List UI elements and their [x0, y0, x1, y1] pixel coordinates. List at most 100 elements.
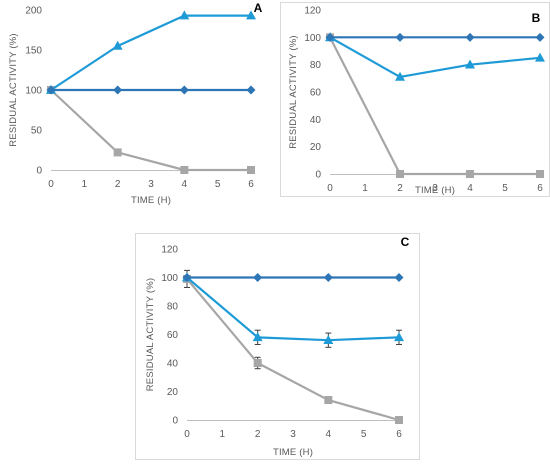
y-tick-label: 120 [304, 6, 321, 17]
data-point-diamond [253, 273, 263, 282]
series-diamond [46, 85, 256, 95]
y-tick-label: 100 [304, 33, 321, 44]
y-tick-label: 40 [167, 359, 179, 370]
y-tick-label: 0 [315, 170, 321, 181]
series-triangle [325, 32, 545, 81]
y-tick-label: 100 [25, 86, 42, 97]
series-square [47, 86, 255, 174]
data-point-diamond [465, 32, 475, 42]
x-tick-label: 0 [327, 183, 333, 194]
panel-a: 0 1 2 3 4 5 6 0 50 100 150 200 TIME (H) RESIDUAL ACTI… [8, 1, 263, 206]
y-tick-label: 80 [310, 60, 322, 71]
y-tick-label: 60 [310, 88, 322, 99]
y-tick-label: 0 [172, 416, 178, 427]
x-tick-label: 2 [255, 429, 261, 440]
x-tick-label: 6 [537, 183, 543, 194]
panel-label: B [532, 11, 541, 25]
data-point-diamond [395, 32, 405, 42]
x-tick-label: 0 [48, 179, 54, 190]
data-point-square [395, 416, 403, 424]
data-point-square [247, 166, 255, 174]
x-tick-label: 0 [184, 429, 190, 440]
y-tick-label: 20 [310, 142, 322, 153]
data-point-diamond [394, 273, 404, 282]
series-diamond [182, 273, 404, 282]
series-triangle [182, 272, 404, 348]
x-tick-label: 1 [220, 429, 226, 440]
y-axis-title: RESIDUAL ACTIVITY (%) [145, 278, 156, 391]
x-axis-title: TIME (H) [415, 185, 455, 196]
x-tick-label: 4 [182, 179, 188, 190]
y-tick-label: 120 [161, 245, 178, 256]
y-tick-label: 150 [25, 46, 42, 57]
y-tick-label: 200 [25, 6, 42, 17]
series-triangle-line [329, 36, 541, 79]
x-tick-label: 4 [326, 429, 332, 440]
x-tick-label: 2 [397, 183, 403, 194]
data-point-square [253, 359, 262, 367]
x-tick-label: 2 [115, 179, 121, 190]
data-point-triangle [535, 52, 545, 62]
data-point-diamond [113, 85, 123, 95]
x-tick-label: 3 [148, 179, 154, 190]
panel-frame [135, 233, 420, 460]
y-tick-label: 60 [167, 330, 179, 341]
data-point-triangle [179, 10, 190, 20]
data-point-diamond [246, 85, 256, 95]
y-axis-title: RESIDUAL ACTIVITY (%) [288, 35, 299, 148]
data-point-triangle [246, 10, 256, 20]
y-tick-label: 80 [167, 302, 179, 313]
data-point-triangle [465, 59, 475, 69]
data-point-square [396, 170, 404, 178]
x-tick-label: 1 [362, 183, 368, 194]
y-tick-label: 40 [310, 115, 322, 126]
x-tick-label: 3 [290, 429, 296, 440]
data-point-diamond [323, 273, 333, 282]
data-point-diamond [46, 85, 56, 95]
data-point-triangle [323, 335, 334, 344]
series-triangle-line [186, 276, 400, 342]
x-tick-label: 3 [432, 183, 438, 194]
data-point-triangle [252, 332, 263, 342]
series-triangle-line [50, 14, 251, 91]
data-point-triangle [112, 40, 123, 50]
x-tick-label: 1 [82, 179, 88, 190]
panel-label: A [254, 1, 263, 15]
series-square-line [50, 89, 251, 172]
data-point-triangle [395, 71, 405, 81]
data-point-square [536, 170, 544, 178]
x-tick-label: 4 [467, 183, 473, 194]
x-tick-label: 6 [396, 429, 402, 440]
data-point-triangle [394, 332, 404, 342]
panel-frame [280, 2, 550, 197]
panel-label: C [401, 235, 410, 249]
series-square [183, 269, 403, 424]
y-tick-label: 100 [161, 273, 178, 284]
y-tick-label: 20 [167, 387, 179, 398]
x-axis-title: TIME (H) [131, 195, 171, 206]
series-square-line [329, 36, 540, 176]
data-point-square [113, 148, 122, 157]
data-point-diamond [182, 273, 192, 282]
y-axis-title: RESIDUAL ACTIVITY (%) [8, 33, 19, 146]
data-point-square [466, 170, 474, 178]
x-axis-title: TIME (H) [273, 447, 313, 458]
series-square [326, 33, 544, 178]
series-diamond [325, 32, 545, 42]
y-tick-label: 0 [36, 166, 42, 177]
x-tick-label: 6 [248, 179, 254, 190]
y-tick-label: 50 [31, 126, 43, 137]
x-tick-label: 5 [502, 183, 508, 194]
data-point-diamond [325, 32, 335, 42]
x-tick-label: 5 [361, 429, 367, 440]
x-tick-label: 5 [215, 179, 221, 190]
data-point-diamond [535, 32, 545, 42]
data-point-square [324, 396, 333, 405]
data-point-diamond [179, 85, 189, 95]
series-square-line [186, 278, 400, 422]
data-point-square [180, 166, 189, 174]
